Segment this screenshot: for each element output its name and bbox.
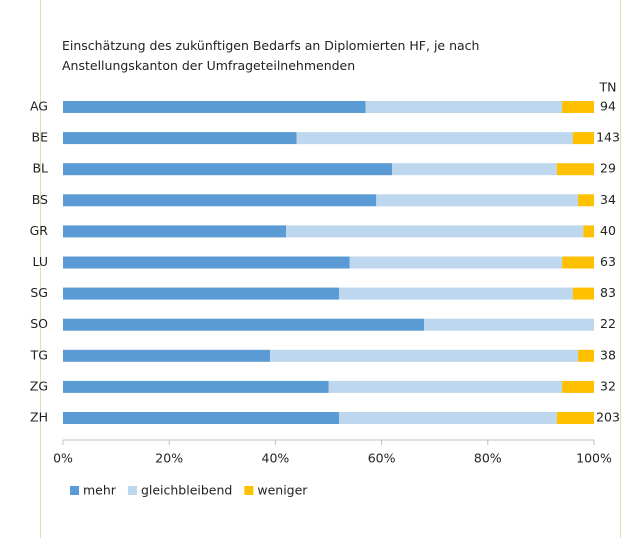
legend-swatch (127, 486, 137, 495)
y-tick-label: SO (30, 316, 48, 331)
legend-swatch (244, 486, 254, 495)
count-label: 29 (600, 161, 616, 176)
count-label: 94 (600, 99, 616, 114)
x-tick-label: 60% (368, 451, 396, 466)
bar-segment (339, 412, 557, 424)
count-label: 32 (600, 378, 616, 393)
bar-segment (63, 256, 350, 269)
bar-segment (63, 194, 377, 207)
y-tick-label: AG (30, 99, 48, 114)
x-tick-label: 80% (474, 451, 502, 466)
y-tick-label: BE (32, 130, 49, 145)
chart-title: Einschätzung des zukünftigen Bedarfs an … (62, 38, 479, 73)
bar-segment (376, 194, 579, 207)
bar-segment (572, 132, 594, 145)
bar-segment (63, 163, 393, 176)
bar-segment (63, 225, 287, 238)
y-tick-label: ZH (30, 410, 48, 425)
bar-segment (63, 412, 340, 424)
count-label: 203 (596, 410, 620, 425)
bar-segment (556, 163, 594, 176)
legend-label: weniger (257, 483, 308, 498)
y-tick-label: LU (33, 254, 49, 269)
bar-segment (424, 318, 594, 331)
legend-label: gleichbleibend (141, 483, 232, 498)
legend-swatch (70, 486, 79, 495)
bar-segment (583, 225, 594, 238)
count-label: 143 (596, 130, 620, 145)
x-tick-label: 100% (576, 451, 612, 466)
bar-segment (286, 225, 584, 238)
count-label: 40 (600, 223, 616, 238)
y-tick-label: ZG (30, 378, 48, 393)
legend-label: mehr (83, 483, 117, 498)
bar-segment (270, 349, 579, 362)
x-tick-label: 40% (262, 451, 290, 466)
x-tick-label: 20% (155, 451, 183, 466)
y-tick-label: GR (30, 223, 49, 238)
bar-segment (562, 380, 594, 393)
bar-segment (562, 256, 594, 269)
bar-segment (572, 287, 594, 300)
bar-segment (63, 101, 366, 113)
bar-segment (63, 318, 425, 331)
y-tick-label: BL (32, 161, 48, 176)
x-tick-label: 0% (53, 451, 73, 466)
count-label: 38 (600, 347, 616, 362)
bar-segment (339, 287, 573, 300)
bar-segment (296, 132, 573, 145)
count-label: 83 (600, 285, 616, 300)
y-tick-label: TG (30, 347, 48, 362)
bar-segment (63, 380, 329, 393)
bar-segment (578, 349, 594, 362)
bar-segment (392, 163, 557, 176)
bar-segment (63, 287, 340, 300)
count-label: 63 (600, 254, 616, 269)
count-label: 34 (600, 192, 616, 207)
bar-segment (365, 101, 563, 113)
count-label: 22 (600, 316, 616, 331)
count-header: TN (599, 80, 617, 95)
bar-segment (63, 349, 271, 362)
frame (40, 0, 621, 538)
y-tick-label: BS (32, 192, 48, 207)
bar-segment (578, 194, 594, 207)
bar-segment (328, 380, 563, 393)
y-tick-label: SG (30, 285, 48, 300)
bar-segment (556, 412, 594, 424)
bar-segment (63, 132, 297, 145)
bar-segment (349, 256, 563, 269)
bar-segment (562, 101, 594, 113)
